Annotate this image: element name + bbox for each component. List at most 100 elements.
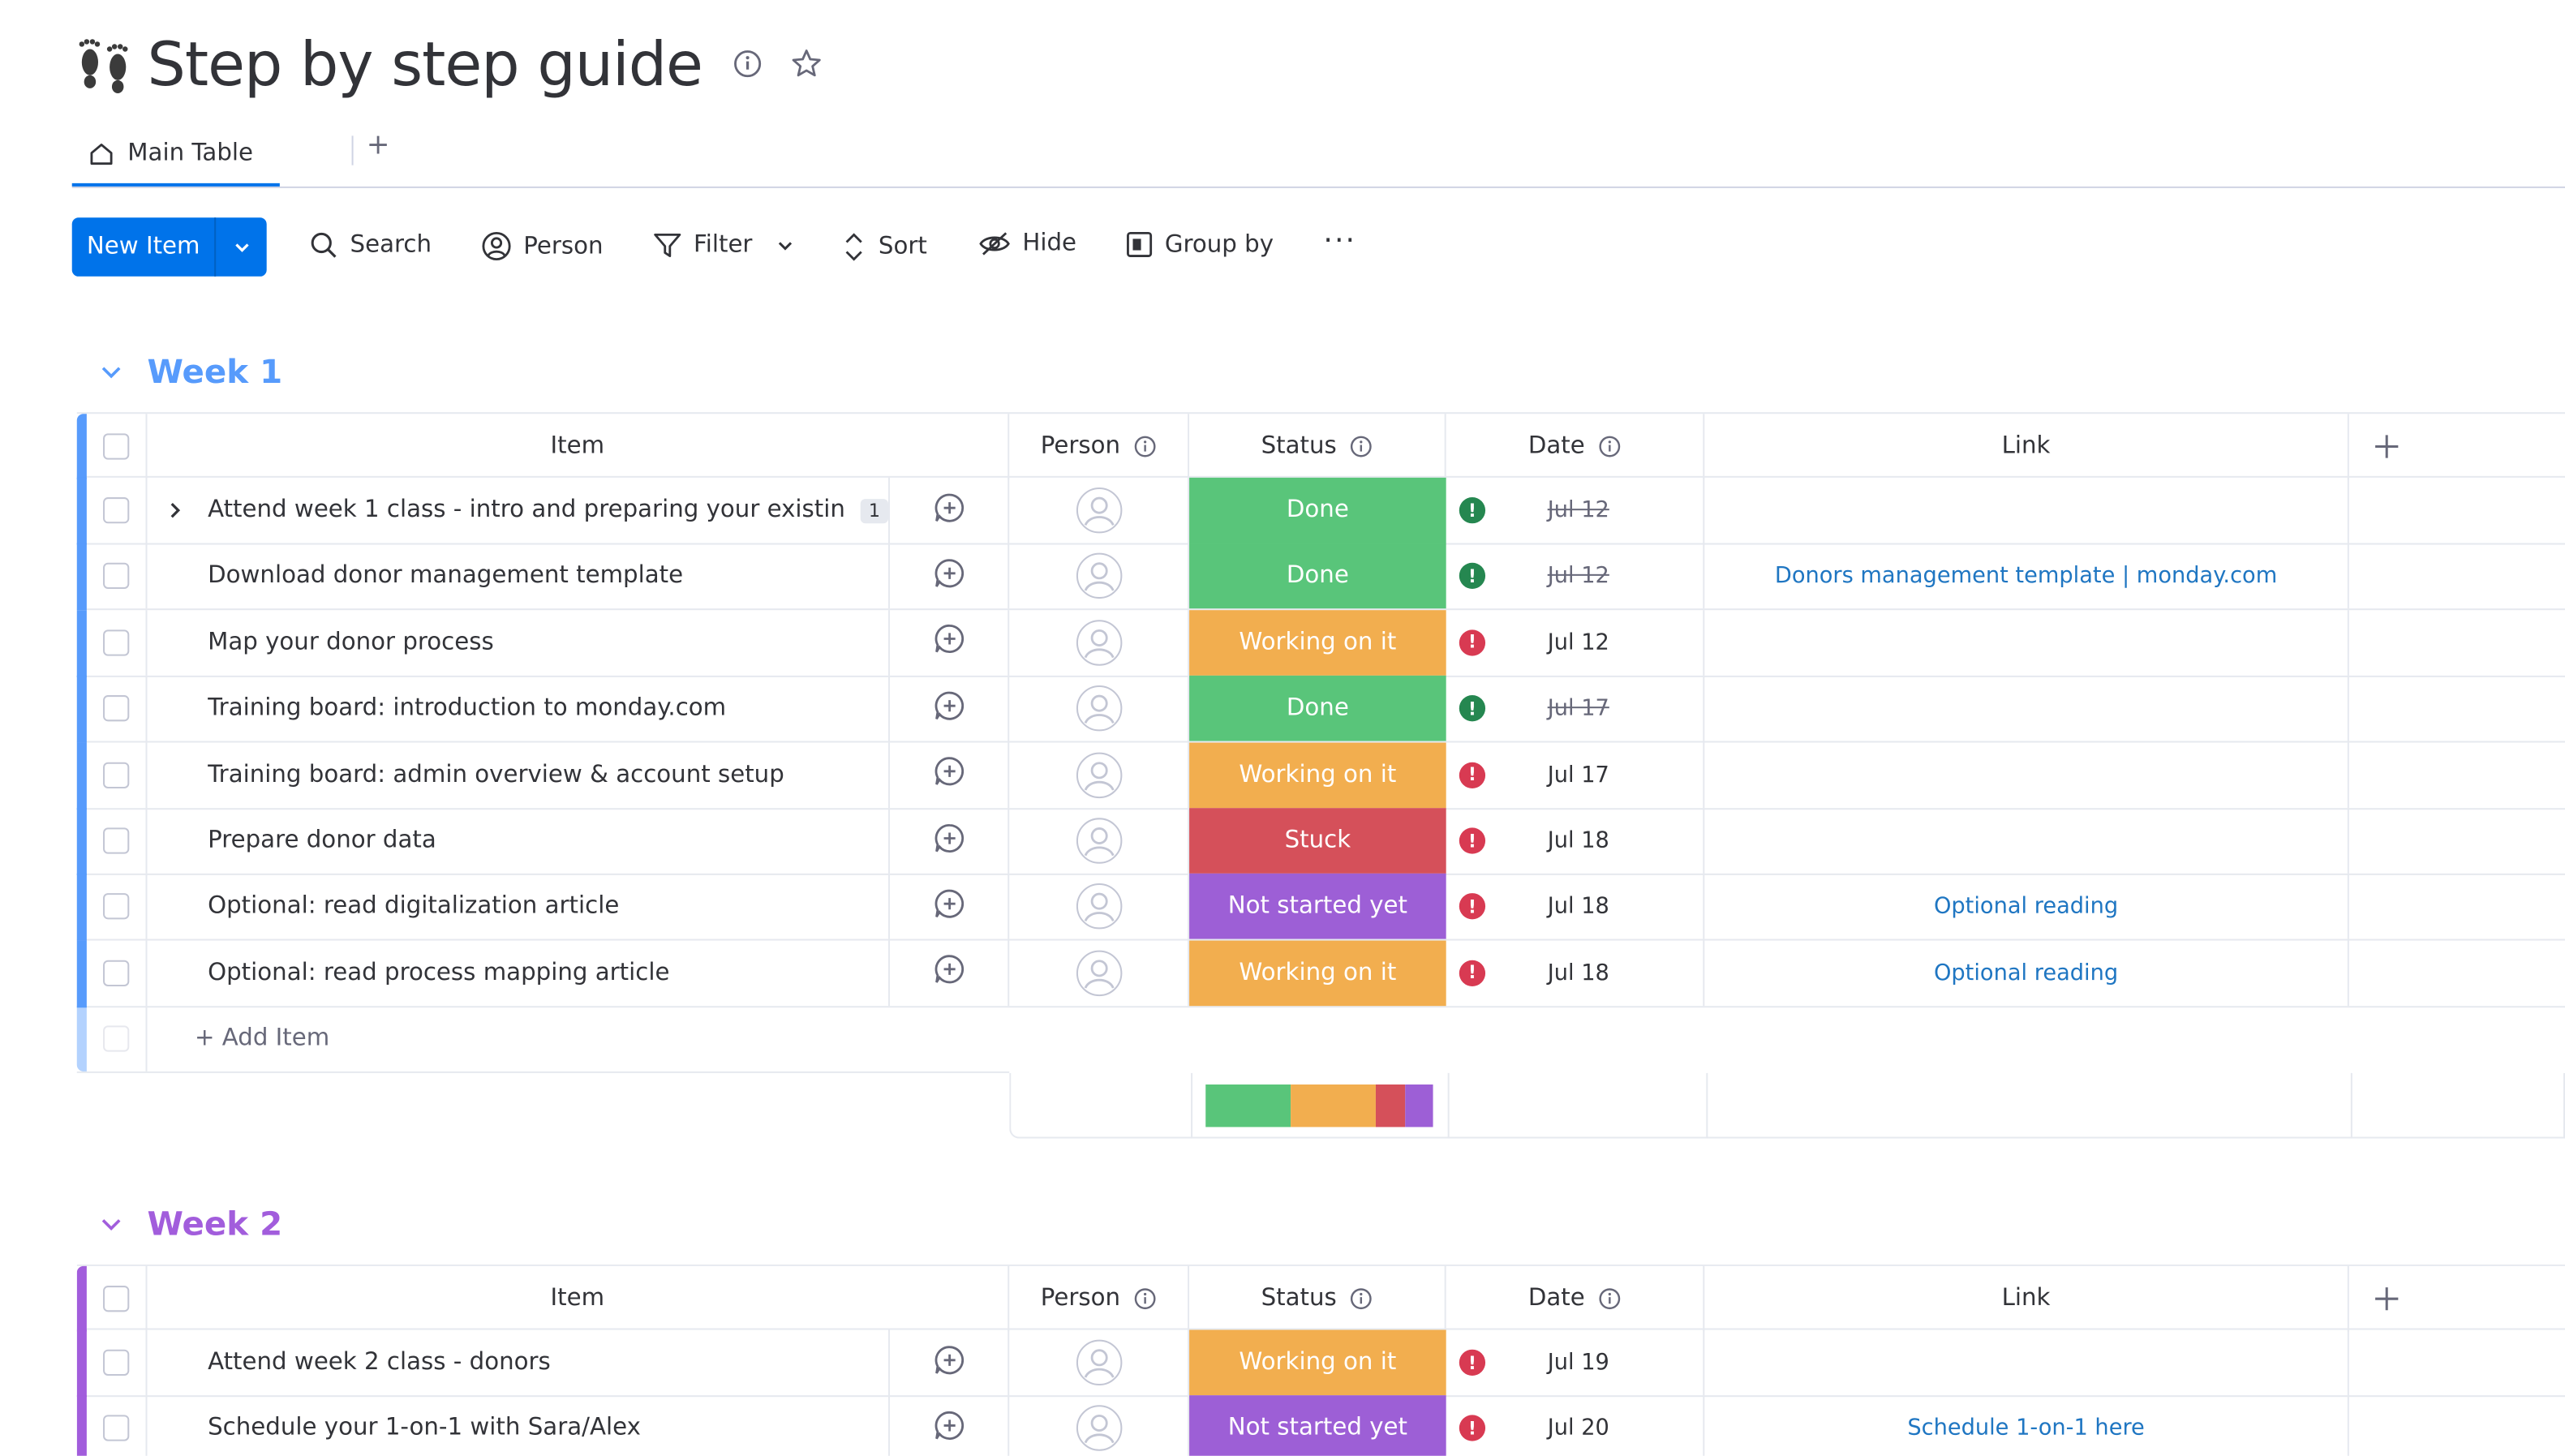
item-name[interactable]: Attend week 2 class - donors: [208, 1349, 551, 1376]
column-header-date[interactable]: Date: [1446, 414, 1705, 479]
info-icon[interactable]: [1598, 1287, 1621, 1310]
item-name-cell[interactable]: Attend week 2 class - donors: [147, 1329, 891, 1396]
date-cell[interactable]: ! Jul 12: [1446, 543, 1705, 609]
person-cell[interactable]: [1009, 874, 1190, 940]
add-update-icon[interactable]: [931, 490, 965, 530]
column-header-item[interactable]: Item: [147, 414, 1010, 479]
item-name[interactable]: Optional: read process mapping article: [208, 960, 670, 986]
date-cell[interactable]: ! Jul 12: [1446, 477, 1705, 543]
person-cell[interactable]: [1009, 940, 1190, 1006]
info-icon[interactable]: [1350, 435, 1373, 457]
item-name[interactable]: Training board: admin overview & account…: [208, 761, 784, 788]
person-cell[interactable]: [1009, 676, 1190, 741]
add-update-icon[interactable]: [931, 622, 965, 663]
link-cell[interactable]: Optional reading: [1704, 874, 2349, 940]
add-column-button[interactable]: [2349, 1266, 2423, 1332]
status-cell[interactable]: Working on it: [1189, 1329, 1446, 1396]
add-update-cell[interactable]: [890, 543, 1010, 609]
sort-button[interactable]: Sort: [841, 230, 927, 263]
add-update-cell[interactable]: [890, 1395, 1010, 1456]
item-name-cell[interactable]: Attend week 1 class - intro and preparin…: [147, 477, 891, 543]
tab-main-table[interactable]: Main Table: [71, 124, 280, 187]
person-cell[interactable]: [1009, 477, 1190, 543]
person-avatar-icon[interactable]: [1075, 685, 1122, 732]
row-select-cell[interactable]: [87, 1395, 148, 1456]
status-cell[interactable]: Working on it: [1189, 609, 1446, 676]
person-avatar-icon[interactable]: [1075, 1406, 1122, 1452]
add-update-icon[interactable]: [931, 1342, 965, 1383]
new-item-button[interactable]: New Item: [71, 217, 268, 277]
add-update-icon[interactable]: [931, 754, 965, 795]
link-cell[interactable]: [1704, 741, 2349, 808]
column-header-person[interactable]: Person: [1009, 414, 1190, 479]
link-value[interactable]: Optional reading: [1933, 893, 2119, 921]
person-avatar-icon[interactable]: [1075, 619, 1122, 666]
date-cell[interactable]: ! Jul 18: [1446, 940, 1705, 1006]
row-checkbox[interactable]: [103, 827, 130, 854]
date-value[interactable]: Jul 12: [1547, 629, 1609, 656]
link-cell[interactable]: Optional reading: [1704, 940, 2349, 1006]
status-cell[interactable]: Working on it: [1189, 741, 1446, 808]
group-header-week-1[interactable]: Week 1: [98, 352, 282, 391]
date-value[interactable]: Jul 20: [1547, 1415, 1609, 1442]
status-cell[interactable]: Working on it: [1189, 940, 1446, 1006]
add-view-button[interactable]: +: [366, 129, 390, 162]
person-cell[interactable]: [1009, 1329, 1190, 1396]
date-value[interactable]: Jul 18: [1547, 893, 1609, 921]
link-value[interactable]: Optional reading: [1933, 960, 2119, 986]
row-select-cell[interactable]: [87, 1329, 148, 1396]
link-cell[interactable]: [1704, 609, 2349, 676]
item-name[interactable]: Schedule your 1-on-1 with Sara/Alex: [208, 1415, 641, 1442]
person-cell[interactable]: [1009, 741, 1190, 808]
row-checkbox[interactable]: [103, 497, 130, 524]
add-update-cell[interactable]: [890, 808, 1010, 874]
item-name-cell[interactable]: Schedule your 1-on-1 with Sara/Alex: [147, 1395, 891, 1456]
link-cell[interactable]: [1704, 676, 2349, 741]
status-cell[interactable]: Done: [1189, 477, 1446, 543]
row-checkbox[interactable]: [103, 893, 130, 921]
status-summary-bar[interactable]: [1205, 1084, 1433, 1127]
item-name-cell[interactable]: Optional: read process mapping article: [147, 940, 891, 1006]
status-cell[interactable]: Done: [1189, 676, 1446, 741]
person-avatar-icon[interactable]: [1075, 487, 1122, 534]
link-cell[interactable]: Schedule 1-on-1 here: [1704, 1395, 2349, 1456]
add-update-icon[interactable]: [931, 820, 965, 861]
select-all-cell[interactable]: [87, 1265, 148, 1332]
date-value[interactable]: Jul 18: [1547, 827, 1609, 854]
item-name[interactable]: Prepare donor data: [208, 827, 436, 854]
person-cell[interactable]: [1009, 543, 1190, 609]
row-checkbox[interactable]: [103, 960, 130, 986]
date-value[interactable]: Jul 12: [1547, 497, 1609, 524]
select-all-checkbox[interactable]: [103, 1286, 130, 1312]
row-checkbox[interactable]: [103, 1349, 130, 1376]
add-update-cell[interactable]: [890, 1329, 1010, 1396]
link-cell[interactable]: [1704, 808, 2349, 874]
item-name-cell[interactable]: Prepare donor data: [147, 808, 891, 874]
group-by-button[interactable]: Group by: [1125, 230, 1274, 258]
row-select-cell[interactable]: [87, 940, 148, 1006]
date-cell[interactable]: ! Jul 12: [1446, 609, 1705, 676]
column-header-link[interactable]: Link: [1704, 1265, 2349, 1332]
item-name-cell[interactable]: Map your donor process: [147, 609, 891, 676]
chevron-down-icon[interactable]: [98, 359, 124, 384]
group-title[interactable]: Week 2: [147, 1204, 283, 1243]
link-cell[interactable]: [1704, 1329, 2349, 1396]
column-header-date[interactable]: Date: [1446, 1265, 1705, 1332]
item-name-cell[interactable]: Optional: read digitalization article: [147, 874, 891, 940]
row-select-cell[interactable]: [87, 874, 148, 940]
item-name[interactable]: Optional: read digitalization article: [208, 893, 620, 921]
search-button[interactable]: Search: [309, 230, 432, 260]
item-name[interactable]: Attend week 1 class - intro and preparin…: [208, 497, 848, 524]
link-cell[interactable]: [1704, 477, 2349, 543]
add-update-icon[interactable]: [931, 688, 965, 728]
link-cell[interactable]: Donors management template | monday.com: [1704, 543, 2349, 609]
select-all-checkbox[interactable]: [103, 433, 130, 460]
row-checkbox[interactable]: [103, 761, 130, 788]
status-cell[interactable]: Stuck: [1189, 808, 1446, 874]
date-value[interactable]: Jul 17: [1547, 695, 1609, 722]
date-cell[interactable]: ! Jul 19: [1446, 1329, 1705, 1396]
select-all-cell[interactable]: [87, 414, 148, 479]
add-update-cell[interactable]: [890, 940, 1010, 1006]
date-cell[interactable]: ! Jul 18: [1446, 874, 1705, 940]
row-checkbox[interactable]: [103, 563, 130, 590]
